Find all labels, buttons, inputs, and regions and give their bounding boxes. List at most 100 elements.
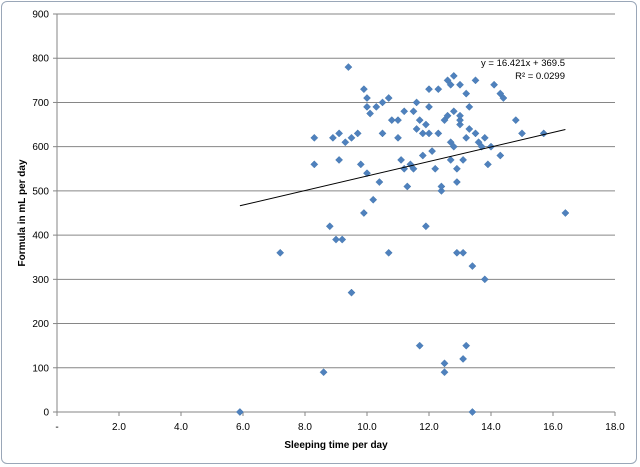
trendline-r-squared: R² = 0.0299 xyxy=(515,71,565,82)
data-point xyxy=(440,359,449,368)
data-point xyxy=(490,80,498,89)
data-point xyxy=(366,109,374,118)
data-point xyxy=(484,160,492,169)
data-point xyxy=(496,89,505,98)
data-point xyxy=(462,341,471,350)
y-tick-label: 200 xyxy=(32,319,49,330)
data-point xyxy=(360,85,368,94)
data-point xyxy=(363,169,371,178)
data-point xyxy=(462,89,471,98)
data-point xyxy=(418,151,427,160)
y-tick-label: 400 xyxy=(32,231,49,242)
x-tick-label: 4.0 xyxy=(174,422,188,433)
data-point xyxy=(310,160,319,169)
data-point xyxy=(446,138,455,147)
data-point xyxy=(310,133,319,142)
x-axis-title: Sleeping time per day xyxy=(284,440,388,451)
data-point xyxy=(422,120,430,129)
data-point xyxy=(453,164,461,173)
x-tick-label: 8.0 xyxy=(298,422,312,433)
data-point xyxy=(378,98,387,107)
x-tick-label: 12.0 xyxy=(419,422,439,433)
data-point xyxy=(462,133,471,142)
data-point xyxy=(384,248,393,257)
data-point xyxy=(276,248,285,257)
data-point xyxy=(363,94,371,102)
data-point xyxy=(465,102,474,111)
data-point xyxy=(353,129,362,138)
data-point xyxy=(335,156,343,164)
data-point xyxy=(449,72,458,80)
data-point xyxy=(422,222,430,231)
x-tick-label: 16.0 xyxy=(543,422,563,433)
y-tick-label: 800 xyxy=(32,54,49,65)
y-tick-label: 600 xyxy=(32,142,49,153)
y-tick-label: 0 xyxy=(43,408,49,419)
data-point xyxy=(480,275,489,284)
data-point xyxy=(431,164,440,173)
data-point xyxy=(400,107,409,116)
data-point xyxy=(453,178,461,186)
data-point xyxy=(394,116,402,125)
data-point xyxy=(372,102,381,111)
x-tick-label: 2.0 xyxy=(112,422,126,433)
x-tick-label: 14.0 xyxy=(481,422,501,433)
data-point xyxy=(539,129,548,138)
x-tick-label: 18.0 xyxy=(605,422,625,433)
y-tick-label: 300 xyxy=(32,275,49,286)
data-point xyxy=(471,76,480,85)
data-point xyxy=(425,85,433,94)
trendline xyxy=(239,129,566,207)
data-point xyxy=(443,111,452,120)
data-point xyxy=(471,129,480,138)
data-point xyxy=(394,133,402,142)
data-point xyxy=(459,355,467,363)
data-point xyxy=(375,178,384,186)
data-point xyxy=(456,111,464,120)
data-points xyxy=(236,63,570,416)
data-point xyxy=(409,107,418,116)
data-point xyxy=(440,116,449,125)
data-point xyxy=(437,187,446,195)
data-point xyxy=(415,116,424,125)
x-axis-ticks: - 2.0 4.0 6.0 8.0 10.0 12.0 14.0 16.0 18.0 xyxy=(55,412,625,433)
data-point xyxy=(397,156,405,164)
data-point xyxy=(511,116,520,125)
x-tick-label: 6.0 xyxy=(236,422,250,433)
data-point xyxy=(456,80,464,89)
data-point xyxy=(453,248,461,257)
data-point xyxy=(449,142,458,151)
data-point xyxy=(425,129,433,138)
data-point xyxy=(384,94,393,102)
data-point xyxy=(363,102,371,111)
data-point xyxy=(480,133,489,142)
data-point xyxy=(449,107,458,116)
data-point xyxy=(459,156,467,164)
data-point xyxy=(496,151,505,160)
data-point xyxy=(418,129,427,138)
x-tick-label: 10.0 xyxy=(357,422,377,433)
gridlines xyxy=(57,13,615,369)
data-point xyxy=(338,235,347,244)
data-point xyxy=(437,182,446,191)
y-axis-title: Formula in mL per day xyxy=(17,159,28,266)
y-tick-label: 900 xyxy=(32,10,49,21)
data-point xyxy=(499,94,508,102)
data-point xyxy=(518,129,526,138)
x-tick-label: - xyxy=(55,422,58,433)
data-point xyxy=(409,164,418,173)
data-point xyxy=(332,235,340,244)
data-point xyxy=(344,63,353,71)
data-point xyxy=(369,195,378,204)
data-point xyxy=(468,408,477,416)
data-point xyxy=(347,288,356,297)
data-point xyxy=(406,160,415,169)
data-point xyxy=(356,160,365,169)
data-point xyxy=(378,129,387,138)
data-point xyxy=(335,129,343,138)
data-point xyxy=(415,341,424,350)
data-point xyxy=(319,368,328,377)
data-point xyxy=(387,116,396,125)
data-point xyxy=(347,133,356,142)
